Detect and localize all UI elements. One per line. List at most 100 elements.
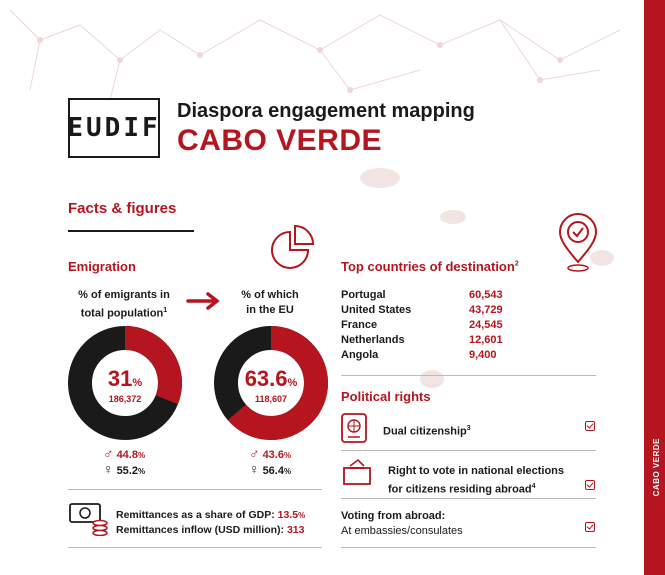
- inflow-value: 313: [286, 524, 305, 536]
- emigrants-donut: [68, 326, 182, 440]
- divider: [68, 547, 322, 548]
- voting-rights-line2: for citizens residing abroad: [388, 483, 532, 496]
- island-shape: [360, 168, 400, 188]
- ballot-box-icon: [343, 458, 371, 485]
- male-icon: ♂: [249, 445, 260, 461]
- eu-count: 118,607: [254, 394, 288, 404]
- arrow-right-icon: [186, 292, 220, 310]
- passport-icon: [341, 413, 367, 443]
- remittances-block: Remittances as a share of GDP: 13.5% Rem…: [116, 508, 305, 537]
- emigrants-female: ♀ 55.2%: [103, 461, 145, 477]
- eu-label-line2: in the EU: [246, 304, 294, 316]
- emigrants-percent: 31%: [66, 366, 184, 392]
- emigration-heading: Emigration: [68, 259, 136, 274]
- dual-citizenship-text: Dual citizenship: [383, 425, 467, 438]
- location-pin-icon: [558, 213, 598, 272]
- island-shape: [420, 370, 444, 388]
- remittances-inflow: Remittances inflow (USD million): 313: [116, 523, 305, 537]
- abroad-detail: At embassies/consulates: [341, 525, 463, 537]
- destination-country: United States: [341, 304, 412, 316]
- divider: [341, 498, 596, 499]
- voting-from-abroad: Voting from abroad: At embassies/consula…: [341, 509, 463, 539]
- emigrants-count: 186,372: [108, 394, 142, 404]
- destination-country: Portugal: [341, 289, 386, 301]
- page-title: Diaspora engagement mapping: [177, 100, 475, 122]
- female-value: 55.2: [116, 465, 138, 477]
- facts-rule: [68, 230, 194, 232]
- divider: [341, 547, 596, 548]
- network-pattern: [9, 9, 621, 101]
- destination-value: 43,729: [469, 304, 503, 316]
- percent-unit: %: [137, 451, 146, 460]
- emigrants-male: ♂ 44.8%: [103, 445, 145, 461]
- divider: [341, 450, 596, 451]
- male-icon: ♂: [103, 445, 114, 461]
- destinations-table: Portugal 60,543 United States 43,729 France 2…: [341, 288, 503, 363]
- money-icon: [69, 503, 108, 536]
- destination-value: 24,545: [469, 319, 503, 331]
- percent-unit: %: [137, 467, 146, 476]
- destination-value: 9,400: [469, 349, 497, 361]
- percent-unit: %: [132, 377, 143, 389]
- eu-label: % of which in the EU: [206, 288, 334, 318]
- footnote-4: 4: [531, 483, 536, 490]
- country-title: CABO VERDE: [177, 124, 383, 157]
- table-row: United States 43,729: [341, 303, 503, 318]
- destination-country: France: [341, 319, 378, 331]
- female-icon: ♀: [249, 461, 260, 477]
- logo-text: EUDIF: [67, 113, 161, 143]
- table-row: Portugal 60,543: [341, 288, 503, 303]
- donut-value-arc: [68, 326, 182, 440]
- donut-value-arc: [214, 326, 328, 440]
- island-shape: [440, 210, 466, 224]
- percent-unit: %: [283, 467, 292, 476]
- destinations-heading-text: Top countries of destination: [341, 259, 515, 274]
- destination-country: Netherlands: [341, 334, 405, 346]
- eudif-logo: EUDIF: [67, 98, 161, 158]
- pie-chart-icon: [271, 224, 315, 269]
- eu-percent-value: 63.6: [244, 366, 288, 391]
- destination-value: 12,601: [469, 334, 503, 346]
- gdp-label: Remittances as a share of GDP:: [116, 509, 275, 521]
- table-row: Netherlands 12,601: [341, 333, 503, 348]
- voting-rights-line1: Right to vote in national elections: [388, 465, 565, 477]
- female-icon: ♀: [103, 461, 114, 477]
- footnote-3: 3: [466, 425, 471, 432]
- eu-percent: 63.6%: [212, 366, 330, 392]
- country-sidebar: CABO VERDE: [644, 0, 665, 575]
- inflow-label: Remittances inflow (USD million):: [116, 524, 285, 536]
- sidebar-label: CABO VERDE: [652, 438, 661, 497]
- percent-unit: %: [283, 451, 292, 460]
- destinations-heading: Top countries of destination2: [341, 259, 519, 274]
- island-shape: [590, 250, 614, 266]
- eu-female: ♀ 56.4%: [249, 461, 291, 477]
- divider: [68, 489, 322, 490]
- male-value: 44.8: [116, 449, 138, 461]
- facts-heading: Facts & figures: [68, 200, 177, 217]
- emigrants-label-line1: % of emigrants in: [78, 289, 170, 301]
- eu-male: ♂ 43.6%: [249, 445, 291, 461]
- dual-citizenship: Dual citizenship3: [383, 421, 471, 440]
- gdp-value: 13.5: [277, 509, 299, 521]
- emigrants-label: % of emigrants in total population1: [60, 288, 188, 322]
- destination-country: Angola: [341, 349, 379, 361]
- divider: [341, 375, 596, 376]
- percent-unit: %: [298, 511, 306, 520]
- footnote-2: 2: [514, 260, 519, 268]
- political-heading: Political rights: [341, 389, 431, 404]
- female-value: 56.4: [262, 465, 284, 477]
- male-value: 43.6: [262, 449, 284, 461]
- eu-label-line1: % of which: [241, 289, 299, 301]
- destination-value: 60,543: [469, 289, 503, 301]
- footnote-1: 1: [163, 307, 168, 314]
- checkbox-checked-icon: [585, 480, 595, 490]
- abroad-title: Voting from abroad:: [341, 510, 446, 522]
- table-row: Angola 9,400: [341, 348, 503, 363]
- table-row: France 24,545: [341, 318, 503, 333]
- checkbox-checked-icon: [585, 522, 595, 532]
- remittances-gdp: Remittances as a share of GDP: 13.5%: [116, 508, 305, 523]
- percent-unit: %: [287, 377, 298, 389]
- eu-donut: [214, 326, 328, 440]
- checkbox-checked-icon: [585, 421, 595, 431]
- voting-rights: Right to vote in national elections for …: [388, 464, 564, 498]
